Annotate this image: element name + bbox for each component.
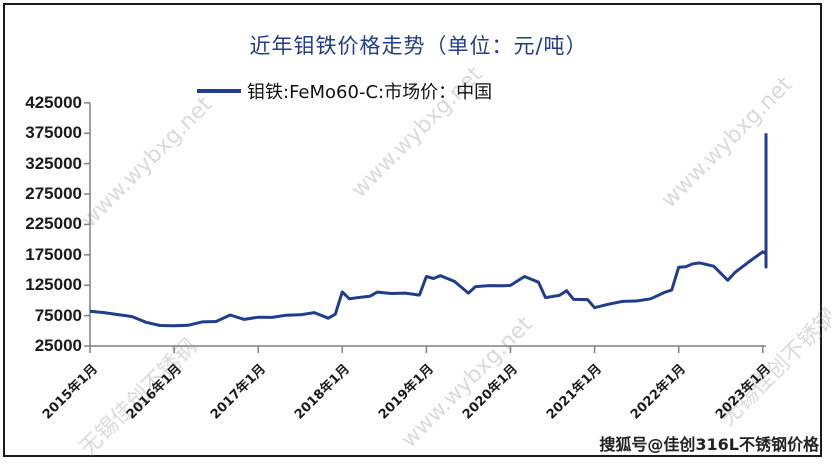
y-tick-label: 25000 <box>34 336 82 355</box>
chart-title: 近年钼铁价格走势（单位：元/吨） <box>0 30 831 60</box>
chart-frame <box>3 3 822 457</box>
y-tick-label: 125000 <box>25 275 82 295</box>
legend-label: 钼铁:FeMo60-C:市场价：中国 <box>247 82 493 103</box>
series-line <box>89 133 768 328</box>
legend: 钼铁:FeMo60-C:市场价：中国 <box>197 78 492 104</box>
y-tick-label: 325000 <box>25 153 82 173</box>
footer-source: 搜狐号@佳创316L不锈钢价格 <box>599 435 819 454</box>
y-tick-label: 75000 <box>34 305 82 325</box>
y-tick-label: 425000 <box>25 92 82 112</box>
y-tick-label: 225000 <box>25 214 82 234</box>
chart-title-text: 近年钼铁价格走势（单位：元/吨） <box>249 34 588 58</box>
y-tick-label: 275000 <box>25 184 82 203</box>
y-tick-label: 175000 <box>25 244 82 264</box>
y-tick-label: 375000 <box>25 123 82 143</box>
legend-line-swatch <box>197 89 241 93</box>
